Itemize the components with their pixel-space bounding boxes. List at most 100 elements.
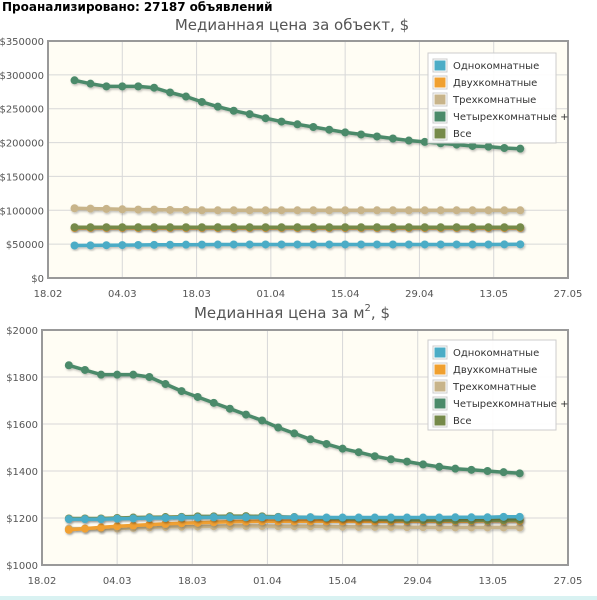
data-point[interactable] (181, 223, 190, 232)
data-point[interactable] (500, 143, 509, 152)
data-point[interactable] (436, 206, 445, 215)
data-point[interactable] (150, 223, 159, 232)
data-point[interactable] (193, 513, 202, 522)
data-point[interactable] (86, 204, 95, 213)
data-point[interactable] (357, 130, 366, 139)
data-point[interactable] (435, 523, 444, 532)
data-point[interactable] (354, 522, 363, 531)
data-point[interactable] (70, 76, 79, 85)
legend-label[interactable]: Четырехкомнатные + (453, 112, 568, 123)
data-point[interactable] (515, 512, 524, 521)
data-point[interactable] (516, 240, 525, 249)
data-point[interactable] (419, 460, 428, 469)
data-point[interactable] (213, 102, 222, 111)
data-point[interactable] (388, 223, 397, 232)
legend-label[interactable]: Четырехкомнатные + (453, 399, 568, 410)
data-point[interactable] (370, 452, 379, 461)
data-point[interactable] (161, 380, 170, 389)
data-point[interactable] (484, 142, 493, 151)
data-point[interactable] (341, 206, 350, 215)
data-point[interactable] (245, 110, 254, 119)
data-point[interactable] (145, 373, 154, 381)
data-point[interactable] (306, 435, 315, 444)
legend-label[interactable]: Трехкомнатные (452, 95, 536, 106)
data-point[interactable] (80, 515, 89, 524)
data-point[interactable] (181, 205, 190, 214)
legend-label[interactable]: Все (453, 129, 472, 140)
data-point[interactable] (404, 240, 413, 249)
data-point[interactable] (129, 514, 138, 523)
data-point[interactable] (516, 206, 525, 215)
data-point[interactable] (261, 240, 270, 249)
data-point[interactable] (166, 205, 175, 214)
data-point[interactable] (118, 223, 127, 232)
data-point[interactable] (277, 117, 286, 126)
data-point[interactable] (404, 136, 413, 145)
data-point[interactable] (483, 523, 492, 532)
data-point[interactable] (435, 513, 444, 522)
data-point[interactable] (245, 206, 254, 215)
data-point[interactable] (86, 241, 95, 250)
data-point[interactable] (293, 223, 302, 232)
data-point[interactable] (102, 204, 111, 213)
data-point[interactable] (436, 223, 445, 232)
data-point[interactable] (468, 141, 477, 150)
data-point[interactable] (290, 513, 299, 522)
data-point[interactable] (97, 523, 106, 532)
data-point[interactable] (309, 122, 318, 131)
data-point[interactable] (193, 392, 202, 401)
data-point[interactable] (404, 223, 413, 232)
data-point[interactable] (102, 82, 111, 91)
data-point[interactable] (420, 137, 429, 146)
legend-label[interactable]: Трехкомнатные (452, 382, 536, 393)
data-point[interactable] (181, 240, 190, 249)
data-point[interactable] (277, 223, 286, 232)
data-point[interactable] (293, 120, 302, 129)
data-point[interactable] (277, 206, 286, 215)
data-point[interactable] (484, 240, 493, 249)
data-point[interactable] (197, 97, 206, 106)
data-point[interactable] (468, 206, 477, 215)
legend-label[interactable]: Все (453, 416, 472, 427)
data-point[interactable] (145, 514, 154, 522)
data-point[interactable] (177, 387, 186, 396)
data-point[interactable] (70, 204, 79, 213)
data-point[interactable] (402, 457, 411, 466)
data-point[interactable] (325, 223, 334, 232)
data-point[interactable] (145, 520, 154, 529)
data-point[interactable] (386, 455, 395, 464)
data-point[interactable] (372, 132, 381, 141)
data-point[interactable] (197, 206, 206, 215)
data-point[interactable] (483, 513, 492, 522)
data-point[interactable] (213, 223, 222, 232)
data-point[interactable] (229, 223, 238, 232)
legend-label[interactable]: Однокомнатные (453, 348, 539, 359)
data-point[interactable] (388, 206, 397, 215)
data-point[interactable] (161, 519, 170, 528)
data-point[interactable] (338, 444, 347, 453)
data-point[interactable] (306, 513, 315, 522)
data-point[interactable] (258, 513, 267, 522)
data-point[interactable] (166, 223, 175, 232)
data-point[interactable] (209, 398, 218, 407)
data-point[interactable] (150, 83, 159, 92)
data-point[interactable] (435, 462, 444, 471)
data-point[interactable] (309, 240, 318, 249)
data-point[interactable] (290, 429, 299, 438)
data-point[interactable] (468, 240, 477, 249)
data-point[interactable] (338, 513, 347, 522)
data-point[interactable] (468, 223, 477, 232)
data-point[interactable] (341, 240, 350, 249)
data-point[interactable] (322, 439, 331, 448)
data-point[interactable] (386, 522, 395, 531)
data-point[interactable] (102, 223, 111, 232)
data-point[interactable] (436, 240, 445, 249)
data-point[interactable] (261, 223, 270, 232)
data-point[interactable] (354, 513, 363, 522)
data-point[interactable] (357, 206, 366, 215)
data-point[interactable] (325, 206, 334, 215)
data-point[interactable] (452, 240, 461, 249)
data-point[interactable] (451, 464, 460, 473)
data-point[interactable] (484, 223, 493, 232)
data-point[interactable] (419, 513, 428, 522)
